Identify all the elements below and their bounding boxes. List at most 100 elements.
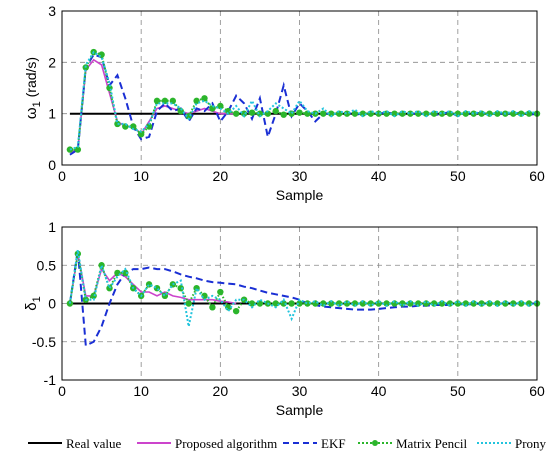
x-tick-label: 0 xyxy=(58,168,66,184)
x-tick-label: 10 xyxy=(133,383,149,399)
x-tick-label: 40 xyxy=(371,168,387,184)
axes-box xyxy=(61,10,538,166)
data-point xyxy=(359,300,367,307)
data-point xyxy=(296,300,303,307)
legend-label: Prony xyxy=(515,436,547,451)
y-tick-label: 0.5 xyxy=(37,257,57,273)
data-point xyxy=(177,285,184,292)
legend-item: Real value xyxy=(28,436,121,451)
data-point xyxy=(327,110,335,117)
y-tick-label: -0.5 xyxy=(32,334,56,350)
data-point xyxy=(248,300,256,307)
x-tick-label: 30 xyxy=(292,383,308,399)
data-point xyxy=(264,110,272,117)
data-point xyxy=(351,110,359,117)
data-point xyxy=(272,107,279,115)
series-line xyxy=(68,253,537,313)
data-point xyxy=(407,300,414,307)
data-point xyxy=(415,300,422,307)
data-point xyxy=(130,123,137,130)
x-tick-label: 50 xyxy=(450,168,466,184)
x-tick-label: 50 xyxy=(450,383,466,399)
y-tick-label: 0 xyxy=(48,296,56,312)
data-point xyxy=(438,300,446,307)
data-point xyxy=(438,110,446,117)
data-point xyxy=(391,110,398,117)
data-point xyxy=(201,95,208,102)
data-point xyxy=(122,269,129,277)
data-point xyxy=(296,109,303,116)
data-point xyxy=(217,288,224,296)
data-point xyxy=(232,110,240,117)
x-tick-label: 30 xyxy=(292,168,308,184)
data-point xyxy=(248,109,256,116)
legend-item: Matrix Pencil xyxy=(358,436,468,451)
data-point xyxy=(454,110,462,117)
data-point xyxy=(185,300,192,307)
legend-label: Real value xyxy=(66,436,121,451)
y-tick-label: 2 xyxy=(48,54,56,70)
series-line xyxy=(69,58,237,153)
series-line xyxy=(69,50,537,151)
x-tick-label: 20 xyxy=(213,383,229,399)
data-point xyxy=(320,110,327,117)
data-point xyxy=(304,110,311,117)
data-point xyxy=(510,110,517,117)
data-point xyxy=(327,300,335,307)
data-point xyxy=(494,300,501,307)
data-point xyxy=(74,146,82,153)
y-axis-label: ω1 (rad/s) xyxy=(23,57,43,119)
axes-box xyxy=(61,226,538,381)
x-tick-label: 40 xyxy=(371,383,387,399)
data-point xyxy=(407,110,414,117)
delta-plot: 0 10 20 30 40 50 60 -1 -0.5 0 0.5 1 Sample δ1 xyxy=(23,219,545,418)
data-point xyxy=(114,120,121,128)
data-point xyxy=(225,107,232,115)
legend-label: EKF xyxy=(321,436,346,451)
series-line xyxy=(68,249,538,327)
data-point xyxy=(351,300,359,307)
legend-marker xyxy=(372,440,378,446)
data-point xyxy=(145,123,153,130)
data-point xyxy=(383,300,390,307)
legend-item: Prony xyxy=(477,436,547,451)
y-tick-label: 1 xyxy=(48,106,56,122)
data-point xyxy=(209,304,216,311)
data-point xyxy=(272,300,279,307)
data-point xyxy=(137,131,145,138)
omega-plot: 0 10 20 30 40 50 60 0 1 2 3 Sample ω1 (rad/s) xyxy=(23,3,545,203)
y-tick-label: 3 xyxy=(48,3,56,19)
series-line xyxy=(69,50,538,151)
y-tick-label: -1 xyxy=(44,372,57,388)
legend-label: Matrix Pencil xyxy=(396,436,468,451)
x-tick-label: 10 xyxy=(133,168,149,184)
data-point xyxy=(280,111,287,118)
data-point xyxy=(359,110,367,117)
data-point xyxy=(217,102,224,110)
x-axis-label: Sample xyxy=(276,187,324,203)
data-point xyxy=(256,110,264,117)
data-point xyxy=(288,300,295,307)
data-point xyxy=(232,307,240,315)
data-point xyxy=(375,110,382,117)
y-tick-label: 0 xyxy=(48,157,56,173)
data-point xyxy=(470,300,477,307)
data-point xyxy=(525,110,533,117)
legend-item: EKF xyxy=(283,436,346,451)
legend: Real value Proposed algorithm EKF Matrix Pe… xyxy=(28,436,547,451)
data-point xyxy=(494,110,501,117)
legend-item: Proposed algorithm xyxy=(137,436,277,451)
x-axis-label: Sample xyxy=(276,402,324,418)
data-point xyxy=(462,300,469,307)
legend-label: Proposed algorithm xyxy=(175,436,277,451)
y-axis-label: δ1 xyxy=(23,296,43,310)
data-point xyxy=(422,110,430,117)
data-point xyxy=(517,300,525,307)
x-tick-label: 20 xyxy=(213,168,229,184)
x-tick-label: 60 xyxy=(529,383,545,399)
x-tick-label: 60 xyxy=(529,168,545,184)
y-tick-label: 1 xyxy=(48,219,56,235)
x-tick-label: 0 xyxy=(58,383,66,399)
data-point xyxy=(462,110,469,117)
